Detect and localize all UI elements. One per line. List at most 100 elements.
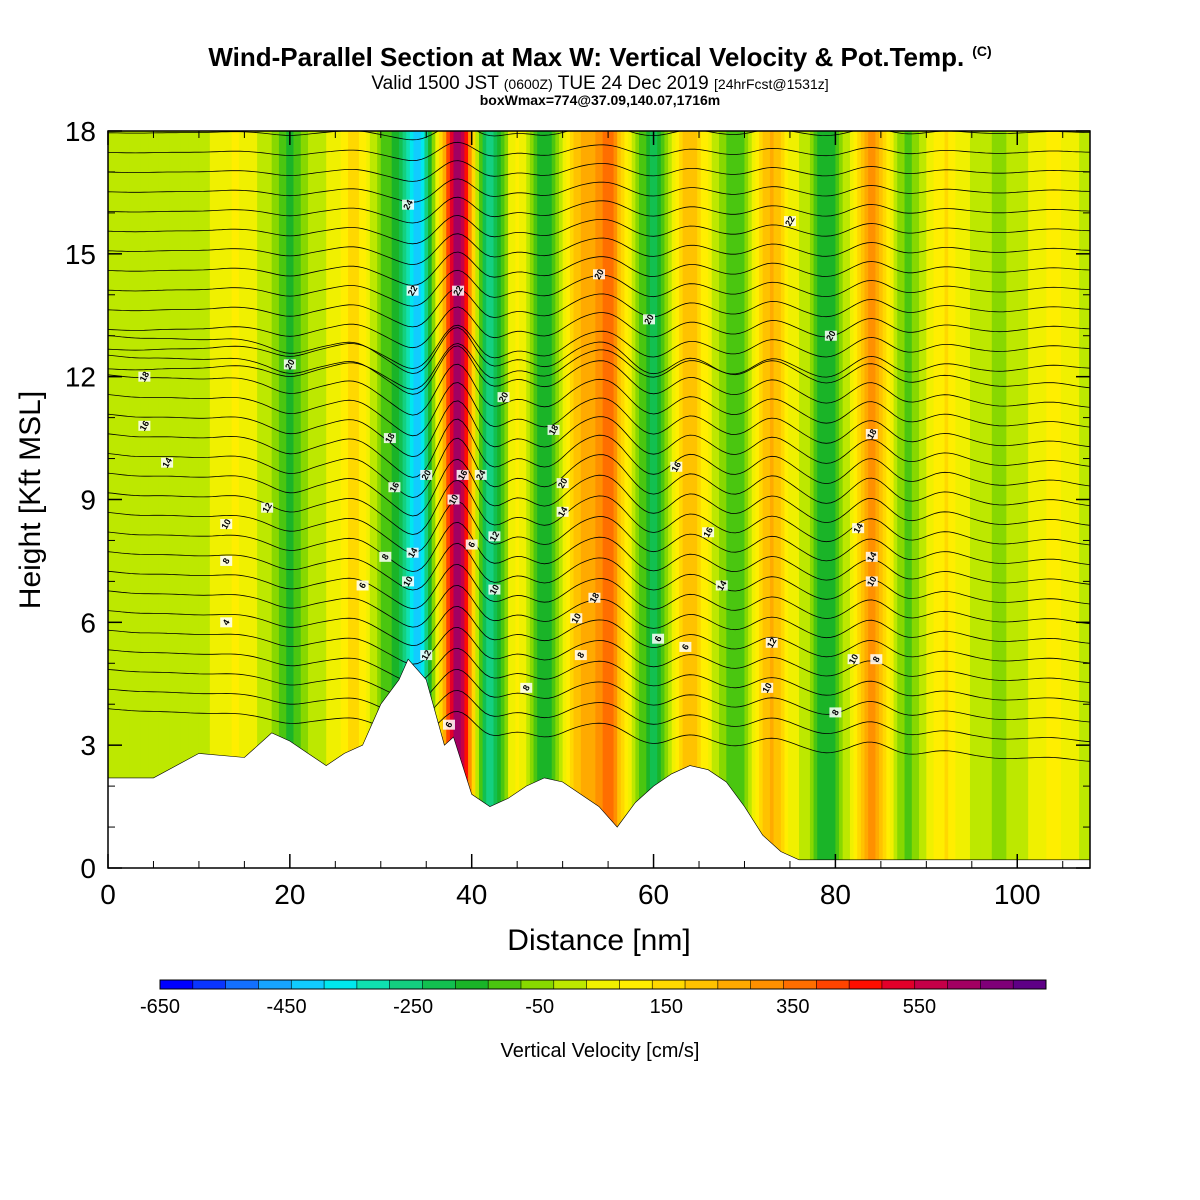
colorbar-swatch [816, 980, 850, 989]
contour-label-bg [406, 285, 419, 296]
x-tick-label: 40 [456, 879, 487, 910]
velocity-cell [933, 131, 938, 868]
colorbar-swatch [258, 980, 292, 989]
velocity-cell [846, 131, 851, 868]
contour-label: 10 [847, 652, 861, 666]
velocity-cell [980, 131, 986, 868]
contour-label: 20 [592, 267, 606, 281]
contour-label: 12 [765, 636, 779, 650]
contour-label: 6 [466, 540, 477, 549]
theta-contour-line [108, 500, 1090, 565]
velocity-cell [173, 131, 178, 868]
velocity-cell [424, 131, 429, 868]
contour-label-bg [761, 682, 774, 693]
velocity-cell [948, 131, 953, 868]
contour-label: 12 [419, 648, 433, 662]
y-tick-label: 12 [65, 362, 96, 393]
contour-label: 6 [443, 720, 454, 729]
theta-contour-line [108, 563, 1090, 625]
contour-label-bg [574, 650, 587, 661]
contour-label-bg [497, 392, 510, 403]
velocity-cell [879, 131, 884, 868]
velocity-cell [646, 131, 651, 868]
contour-label: 18 [383, 431, 397, 445]
contour-label-bg [220, 555, 233, 566]
x-tick-label: 60 [638, 879, 669, 910]
contour-label: 14 [851, 521, 865, 535]
velocity-cell [926, 131, 931, 868]
theta-contour-line [108, 306, 1090, 349]
velocity-cell [122, 131, 127, 868]
y-tick-label: 0 [80, 853, 96, 884]
velocity-cell [635, 131, 640, 868]
colorbar-swatch [160, 980, 194, 989]
velocity-cell [468, 131, 473, 868]
velocity-cell [860, 131, 866, 868]
velocity-cell [435, 131, 440, 868]
contour-label-bg [847, 654, 860, 665]
velocity-cell [969, 131, 975, 868]
velocity-cell [591, 131, 596, 868]
colorbar-swatch [947, 980, 981, 989]
contour-label: 8 [830, 708, 841, 717]
velocity-cell [686, 131, 691, 868]
velocity-cell [620, 131, 626, 868]
theta-contour-line [108, 233, 1090, 266]
contour-label-bg [379, 551, 392, 562]
velocity-cell [806, 131, 811, 868]
velocity-cell [1017, 131, 1022, 868]
colorbar-swatch [881, 980, 916, 989]
velocity-cell [1071, 131, 1077, 868]
velocity-cell [191, 131, 196, 868]
velocity-cell [500, 131, 506, 868]
velocity-cell [911, 131, 917, 868]
velocity-cell [729, 131, 735, 868]
colorbar-swatch [291, 980, 325, 989]
contour-label-bg [447, 494, 460, 505]
contour-label-bg [356, 580, 369, 591]
colorbar-tick-label: -650 [140, 996, 180, 1018]
velocity-cell [460, 131, 466, 868]
contour-label: 14 [160, 456, 174, 470]
velocity-cell [937, 131, 942, 868]
velocity-cell [631, 131, 636, 868]
velocity-cell [340, 131, 346, 868]
colorbar-swatch [619, 980, 653, 989]
velocity-cell [769, 131, 775, 868]
velocity-cell [126, 131, 131, 868]
colorbar-swatch [750, 980, 784, 989]
velocity-cell [140, 131, 145, 868]
contour-label-bg [402, 199, 415, 210]
velocity-cell [228, 131, 233, 868]
velocity-cell [1013, 131, 1018, 868]
contour-label: 10 [569, 611, 583, 625]
velocity-cell [293, 131, 298, 868]
velocity-cell [682, 131, 687, 868]
velocity-cell [828, 131, 833, 868]
colorbar-swatch [586, 980, 620, 989]
contour-label: 8 [221, 556, 232, 565]
contour-label-bg [420, 469, 433, 480]
contour-label-bg [383, 433, 396, 444]
contour-label: 10 [219, 517, 233, 531]
velocity-cell [366, 131, 371, 868]
contour-label: 22 [451, 284, 465, 298]
velocity-cell [297, 131, 302, 868]
contour-label: 20 [556, 476, 570, 490]
contour-label: 24 [474, 468, 488, 482]
valid-prefix: Valid 1500 JST [371, 73, 499, 94]
velocity-cell [326, 131, 331, 868]
contour-label-bg [715, 580, 728, 591]
contour-label-bg [870, 654, 883, 665]
velocity-cell [1024, 131, 1029, 868]
contour-label: 14 [865, 550, 879, 564]
velocity-cell [799, 131, 804, 868]
velocity-cell [842, 131, 847, 868]
theta-contour-line [108, 288, 1090, 328]
velocity-cell [929, 131, 935, 868]
velocity-cell [158, 131, 164, 868]
velocity-cell [988, 131, 993, 868]
colorbar-label: Vertical Velocity [cm/s] [501, 1040, 700, 1062]
contour-label-bg [456, 469, 469, 480]
velocity-cell [966, 131, 971, 868]
